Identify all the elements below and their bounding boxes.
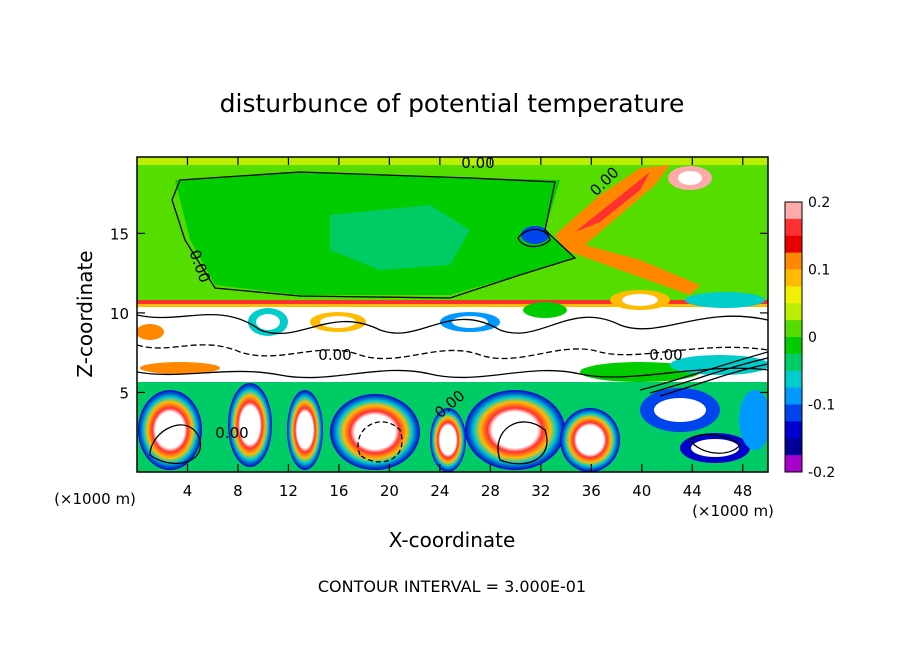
x-tick-label: 28 — [481, 482, 500, 500]
turb-band-warm — [140, 362, 220, 374]
x-axis-label: X-coordinate — [389, 528, 516, 552]
contour-lines — [137, 171, 768, 465]
cbl-cell-6 — [465, 390, 565, 470]
colorbar-swatch — [785, 303, 802, 321]
cbl-cell-5 — [430, 408, 466, 472]
x-tick-label: 48 — [733, 482, 752, 500]
colorbar-swatch — [785, 353, 802, 372]
colorbar-swatch — [785, 252, 802, 270]
turb-blob-1-core — [256, 314, 280, 330]
colorbar-swatch — [785, 286, 802, 304]
turb-blob-5 — [523, 302, 567, 318]
x-unit-right: (×1000 m) — [692, 502, 774, 520]
contour-label: 0.00 — [649, 346, 682, 364]
y-axis: 5 10 15 — [110, 225, 768, 402]
x-tick-label: 12 — [279, 482, 298, 500]
x-tick-label: 8 — [233, 482, 243, 500]
contour-interval-note: CONTOUR INTERVAL = 3.000E-01 — [318, 577, 586, 596]
colorbar-swatch — [785, 438, 802, 456]
contour-label: 0.00 — [461, 154, 494, 172]
inversion-orange — [137, 304, 768, 307]
x-tick-label: 16 — [329, 482, 348, 500]
contour-label: 0.00 — [215, 424, 248, 442]
x-unit-left: (×1000 m) — [54, 490, 136, 508]
x-tick-label: 20 — [380, 482, 399, 500]
colorbar-swatch — [785, 421, 802, 439]
x-axis: 4 8 12 16 20 24 28 32 36 40 44 48 — [183, 157, 752, 500]
colorbar-swatch — [785, 235, 802, 254]
colorbar-swatch — [785, 337, 802, 355]
colorbar: 0.2 0.1 0 -0.1 -0.2 — [784, 195, 835, 481]
colorbar-frame — [784, 201, 803, 473]
x-tick-label: 32 — [531, 482, 550, 500]
colorbar-swatch — [785, 387, 802, 405]
colorbar-swatch — [785, 218, 802, 237]
top-right-white — [678, 171, 702, 185]
cbl-cell-8-core — [654, 398, 706, 422]
cbl-cell-4 — [330, 394, 420, 470]
y-tick-label: 5 — [119, 384, 129, 402]
turb-blob-8 — [685, 292, 765, 308]
colorbar-swatch — [785, 404, 802, 422]
cbl-cell-2 — [228, 383, 272, 467]
colorbar-swatch — [785, 269, 802, 287]
colorbar-swatch — [785, 370, 802, 389]
colorbar-swatch — [785, 320, 802, 338]
colorbar-tick-label: -0.2 — [808, 465, 835, 481]
x-tick-label: 4 — [183, 482, 193, 500]
colorbar-tick-label: 0 — [808, 330, 817, 346]
x-tick-label: 24 — [430, 482, 449, 500]
plume-right-core — [575, 172, 650, 232]
colorbar-tick-label: 0.2 — [808, 195, 830, 211]
colorbar-swatch — [785, 202, 802, 220]
x-tick-label: 36 — [582, 482, 601, 500]
cbl-cell-1 — [138, 390, 202, 470]
chart-title: disturbunce of potential temperature — [220, 89, 685, 118]
turb-blob-7 — [622, 294, 658, 306]
colorbar-swatch — [785, 455, 802, 473]
inversion-red — [137, 300, 768, 304]
x-tick-label: 44 — [683, 482, 702, 500]
plot-frame — [136, 156, 769, 473]
y-tick-label: 15 — [110, 225, 129, 243]
stratosphere-inner — [330, 205, 470, 270]
turb-blob-4 — [137, 324, 164, 340]
x-tick-label: 40 — [632, 482, 651, 500]
cbl-cell-7 — [560, 408, 620, 472]
cbl-cell-3 — [287, 390, 323, 470]
plot-area: 0.00 0.00 0.00 0.00 0.00 0.00 0.00 — [137, 154, 768, 472]
contour-label: 0.00 — [318, 346, 351, 364]
y-axis-label: Z-coordinate — [73, 250, 97, 377]
colorbar-tick-label: -0.1 — [808, 398, 835, 414]
cbl-cell-10 — [739, 390, 768, 450]
top-strip — [137, 157, 768, 165]
y-tick-label: 10 — [110, 305, 129, 323]
colorbar-tick-label: 0.1 — [808, 263, 830, 279]
